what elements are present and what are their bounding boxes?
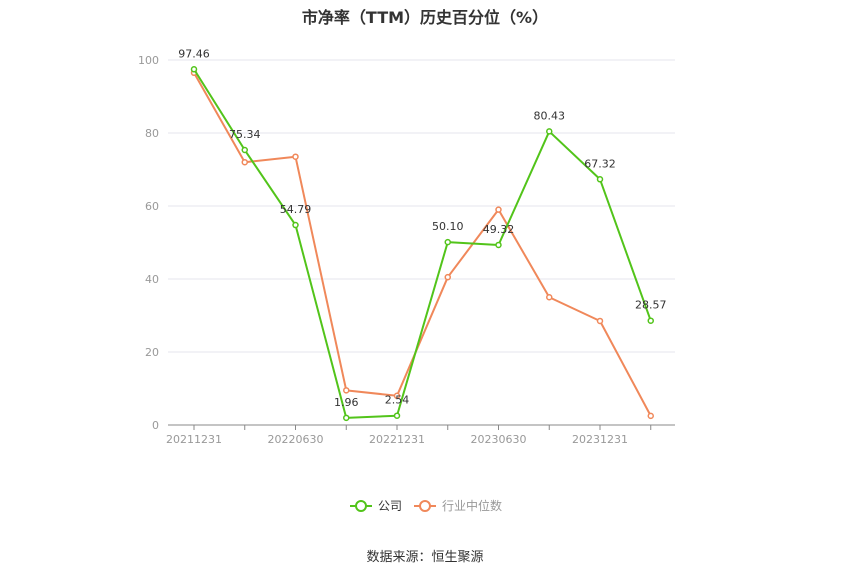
y-tick-label: 40 — [145, 273, 159, 286]
data-point — [596, 176, 604, 183]
data-point — [647, 412, 654, 420]
data-point — [343, 387, 350, 394]
y-tick-label: 0 — [152, 419, 159, 432]
data-point — [444, 238, 451, 246]
data-labels: 97.46 75.34 54.79 1.96 2.54 50.10 49.32 80.43 67… — [178, 47, 666, 409]
x-tick-label: 20230630 — [471, 433, 527, 446]
x-tick-label: 20221231 — [369, 433, 425, 446]
data-point — [292, 221, 299, 229]
data-point — [495, 241, 502, 249]
data-label: 80.43 — [534, 109, 566, 122]
data-label: 1.96 — [334, 396, 359, 409]
series-line-0 — [193, 68, 652, 419]
data-point — [444, 273, 451, 281]
legend-marker-1 — [419, 500, 431, 512]
grid-lines — [168, 59, 675, 353]
data-label: 49.32 — [483, 223, 515, 236]
data-label: 97.46 — [178, 47, 210, 60]
data-label: 28.57 — [635, 299, 667, 312]
data-point — [495, 206, 502, 213]
chart-title: 市净率（TTM）历史百分位（%） — [301, 8, 549, 27]
data-label: 50.10 — [432, 220, 464, 233]
x-tick-label: 20220630 — [268, 433, 324, 446]
data-source: 数据来源：恒生聚源 — [366, 550, 484, 565]
legend: 公司 行业中位数 — [350, 498, 502, 513]
data-point — [343, 414, 350, 422]
data-point — [596, 317, 604, 325]
series-line-1 — [193, 72, 652, 417]
data-point — [292, 153, 299, 160]
data-label: 75.34 — [229, 128, 261, 141]
data-point — [546, 128, 553, 135]
data-point — [393, 392, 401, 400]
x-tick-label: 20211231 — [166, 433, 222, 446]
data-point — [393, 412, 401, 419]
data-point — [241, 158, 248, 166]
y-tick-label: 100 — [138, 54, 159, 67]
data-label: 67.32 — [584, 157, 616, 170]
y-tick-label: 60 — [145, 200, 159, 213]
y-tick-label: 20 — [145, 346, 159, 359]
x-axis: 20211231 20220630 20221231 20230630 20231231 — [166, 424, 675, 446]
x-tick-label: 20231231 — [572, 433, 628, 446]
data-point — [190, 66, 198, 73]
data-label: 2.54 — [385, 394, 410, 407]
data-point — [546, 294, 553, 301]
data-point — [647, 317, 654, 324]
legend-label-0: 公司 — [378, 499, 402, 513]
legend-marker-0 — [355, 500, 367, 512]
y-axis-ticks: 0 20 40 60 80 100 — [138, 54, 159, 432]
data-point — [241, 146, 248, 154]
y-tick-label: 80 — [145, 127, 159, 140]
legend-label-1: 行业中位数 — [442, 498, 502, 513]
data-label: 54.79 — [280, 203, 312, 216]
series-layer — [190, 66, 654, 422]
